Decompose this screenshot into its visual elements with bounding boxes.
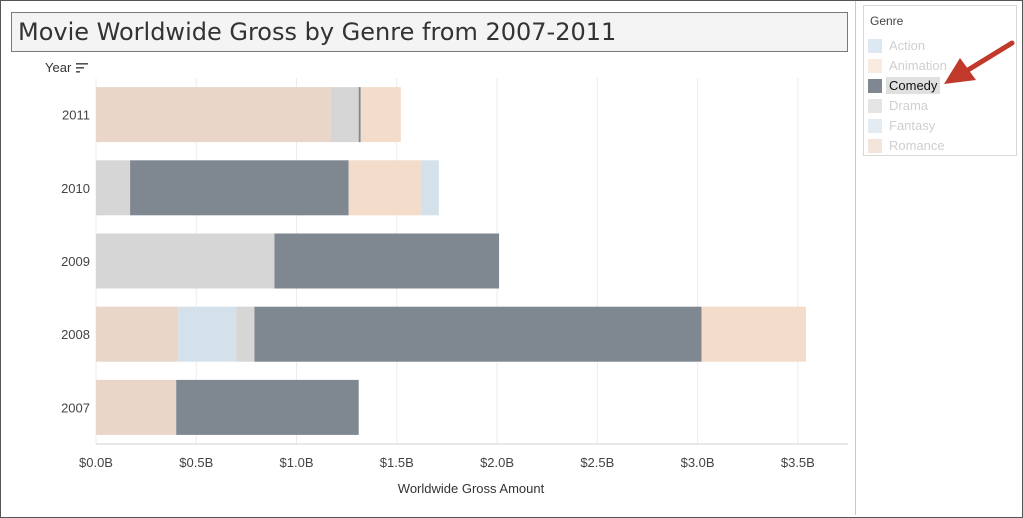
legend-item-romance[interactable]: Romance <box>868 136 1008 156</box>
legend-label-action: Action <box>889 38 926 53</box>
pane-divider <box>855 1 856 515</box>
year-axis-header[interactable]: Year <box>45 60 72 75</box>
legend-item-action[interactable]: Action <box>868 36 1008 56</box>
bar-segment-2010-drama <box>96 160 131 216</box>
legend-item-drama[interactable]: Drama <box>868 96 1008 116</box>
bar-segment-2009-drama <box>96 233 275 289</box>
legend-item-comedy[interactable]: Comedy <box>868 76 1008 96</box>
legend-swatch-action <box>868 39 882 53</box>
x-tick-label: $0.0B <box>79 455 113 470</box>
y-tick-label: 2010 <box>61 181 90 196</box>
bar-segment-2011-comedy <box>358 87 361 143</box>
legend-swatch-fantasy <box>868 119 882 133</box>
legend-label-animation: Animation <box>889 58 947 73</box>
bar-segment-2010-comedy <box>130 160 349 216</box>
x-tick-label: $2.0B <box>480 455 514 470</box>
legend-swatch-comedy <box>868 79 882 93</box>
y-tick-label: 2008 <box>61 327 90 342</box>
bar-segment-2011-romance <box>96 87 331 143</box>
legend-label-comedy: Comedy <box>886 77 941 94</box>
legend-swatch-romance <box>868 139 882 153</box>
bar-segment-2008-animation <box>701 306 806 362</box>
sort-descending-icon[interactable] <box>76 63 88 73</box>
bar-segment-2011-animation <box>360 87 401 143</box>
chart-title-box: Movie Worldwide Gross by Genre from 2007… <box>11 12 848 52</box>
legend-label-romance: Romance <box>889 138 945 153</box>
legend-label-drama: Drama <box>889 98 929 113</box>
legend-swatch-animation <box>868 59 882 73</box>
y-tick-label: 2007 <box>61 400 90 415</box>
y-tick-label: 2011 <box>62 108 90 123</box>
bar-chart: 2011 2010 2009 2008 2007 $0.0B $0.5B $1.0B $1.5B… <box>61 78 848 496</box>
x-tick-label: $3.0B <box>681 455 715 470</box>
bar-segment-2011-drama <box>330 87 359 143</box>
x-tick-label: $0.5B <box>179 455 213 470</box>
genre-legend: Genre Action Animation Comedy Drama Fant… <box>863 5 1017 156</box>
x-tick-label: $3.5B <box>781 455 815 470</box>
chart-title: Movie Worldwide Gross by Genre from 2007… <box>18 18 617 46</box>
y-tick-label: 2009 <box>61 254 90 269</box>
bar-segment-2009-comedy <box>274 233 500 289</box>
bar-segment-2010-fantasy <box>420 160 439 216</box>
bar-segment-2008-romance <box>96 306 179 362</box>
bar-segment-2007-romance <box>96 379 177 435</box>
x-axis-title: Worldwide Gross Amount <box>398 481 545 496</box>
legend-title: Genre <box>870 14 904 28</box>
legend-item-animation[interactable]: Animation <box>868 56 1008 76</box>
x-tick-label: $2.5B <box>580 455 614 470</box>
bar-segment-2007-comedy <box>176 379 359 435</box>
legend-label-fantasy: Fantasy <box>889 118 936 133</box>
legend-item-fantasy[interactable]: Fantasy <box>868 116 1008 136</box>
bar-segment-2008-fantasy <box>178 306 237 362</box>
bar-segment-2008-comedy <box>254 306 702 362</box>
bar-segment-2010-animation <box>348 160 421 216</box>
x-tick-label: $1.0B <box>280 455 314 470</box>
x-tick-label: $1.5B <box>380 455 414 470</box>
legend-swatch-drama <box>868 99 882 113</box>
bar-segment-2008-drama <box>236 306 255 362</box>
